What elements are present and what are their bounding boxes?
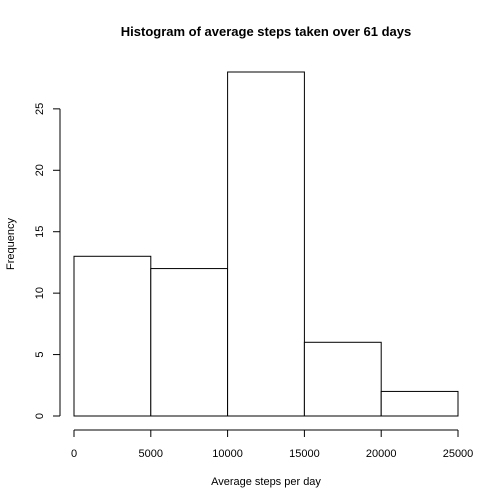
histogram-bar-2 [227, 71, 305, 417]
y-axis: 0 5 10 15 20 25 [34, 103, 61, 419]
x-tick-label-3: 15000 [289, 448, 320, 460]
x-tick-label-1: 5000 [139, 448, 163, 460]
y-tick-label-2: 10 [34, 287, 46, 299]
x-tick-label-2: 10000 [212, 448, 243, 460]
x-tick-label-5: 25000 [443, 448, 474, 460]
bars-group [73, 71, 459, 417]
x-tick-label-0: 0 [71, 448, 77, 460]
histogram-bar-3 [303, 341, 382, 417]
chart-title: Histogram of average steps taken over 61… [121, 24, 411, 39]
y-axis-label: Frequency [5, 218, 17, 270]
histogram-bar-1 [150, 268, 229, 417]
x-axis: 0 5000 10000 15000 20000 25000 [71, 429, 474, 460]
x-tick-label-4: 20000 [366, 448, 397, 460]
histogram-bar-0 [73, 255, 152, 417]
y-tick-label-5: 25 [34, 103, 46, 115]
histogram-bar-4 [380, 390, 459, 417]
y-tick-label-4: 20 [34, 164, 46, 176]
y-tick-label-0: 0 [34, 413, 46, 419]
x-axis-label: Average steps per day [211, 476, 321, 488]
y-tick-label-1: 5 [34, 352, 46, 358]
y-tick-label-3: 15 [34, 226, 46, 238]
